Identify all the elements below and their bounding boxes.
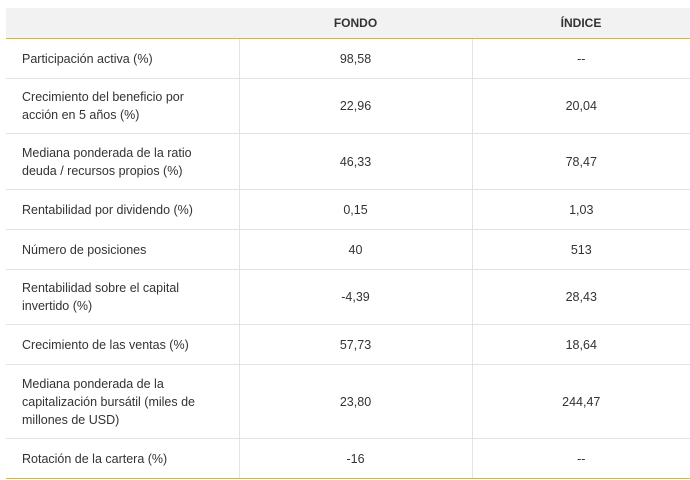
row-label: Rentabilidad sobre el capital invertido … <box>6 269 240 325</box>
table-header: FONDO ÍNDICE <box>6 8 690 39</box>
indice-value: 28,43 <box>472 269 690 325</box>
indice-value: 78,47 <box>472 133 690 190</box>
fondo-value: 98,58 <box>239 38 473 79</box>
header-fondo: FONDO <box>239 8 472 39</box>
row-label: Participación activa (%) <box>6 38 240 79</box>
fondo-value: 23,80 <box>239 364 473 439</box>
row-label: Crecimiento de las ventas (%) <box>6 324 240 365</box>
fondo-value: 46,33 <box>239 133 473 190</box>
fondo-value: 40 <box>239 229 473 270</box>
indice-value: -- <box>472 38 690 79</box>
row-label: Mediana ponderada de la capitalización b… <box>6 364 240 439</box>
fund-characteristics: FONDO ÍNDICE Participación activa (%) 98… <box>6 8 690 479</box>
fondo-value: -16 <box>239 438 473 479</box>
row-label: Rotación de la cartera (%) <box>6 438 240 479</box>
row-label: Mediana ponderada de la ratio deuda / re… <box>6 133 240 190</box>
header-blank <box>6 8 239 39</box>
row-label: Crecimiento del beneficio por acción en … <box>6 78 240 134</box>
indice-value: 513 <box>472 229 690 270</box>
table-row: Rentabilidad sobre el capital invertido … <box>6 269 690 325</box>
characteristics-table: FONDO ÍNDICE Participación activa (%) 98… <box>6 8 690 479</box>
indice-value: 1,03 <box>472 189 690 230</box>
table-row: Participación activa (%) 98,58 -- <box>6 38 690 79</box>
fondo-value: 0,15 <box>239 189 473 230</box>
table-row: Crecimiento del beneficio por acción en … <box>6 78 690 134</box>
indice-value: 18,64 <box>472 324 690 365</box>
indice-value: -- <box>472 438 690 479</box>
table-row: Crecimiento de las ventas (%) 57,73 18,6… <box>6 324 690 365</box>
fondo-value: 57,73 <box>239 324 473 365</box>
table-row: Mediana ponderada de la capitalización b… <box>6 364 690 439</box>
indice-value: 20,04 <box>472 78 690 134</box>
table-body: Participación activa (%) 98,58 -- Crecim… <box>6 38 690 479</box>
fondo-value: -4,39 <box>239 269 473 325</box>
header-indice: ÍNDICE <box>472 8 690 39</box>
table-row: Rentabilidad por dividendo (%) 0,15 1,03 <box>6 189 690 230</box>
fondo-value: 22,96 <box>239 78 473 134</box>
row-label: Número de posiciones <box>6 229 240 270</box>
table-row: Mediana ponderada de la ratio deuda / re… <box>6 133 690 190</box>
table-row: Número de posiciones 40 513 <box>6 229 690 270</box>
table-row: Rotación de la cartera (%) -16 -- <box>6 438 690 479</box>
indice-value: 244,47 <box>472 364 690 439</box>
row-label: Rentabilidad por dividendo (%) <box>6 189 240 230</box>
header-row: FONDO ÍNDICE <box>6 8 690 39</box>
